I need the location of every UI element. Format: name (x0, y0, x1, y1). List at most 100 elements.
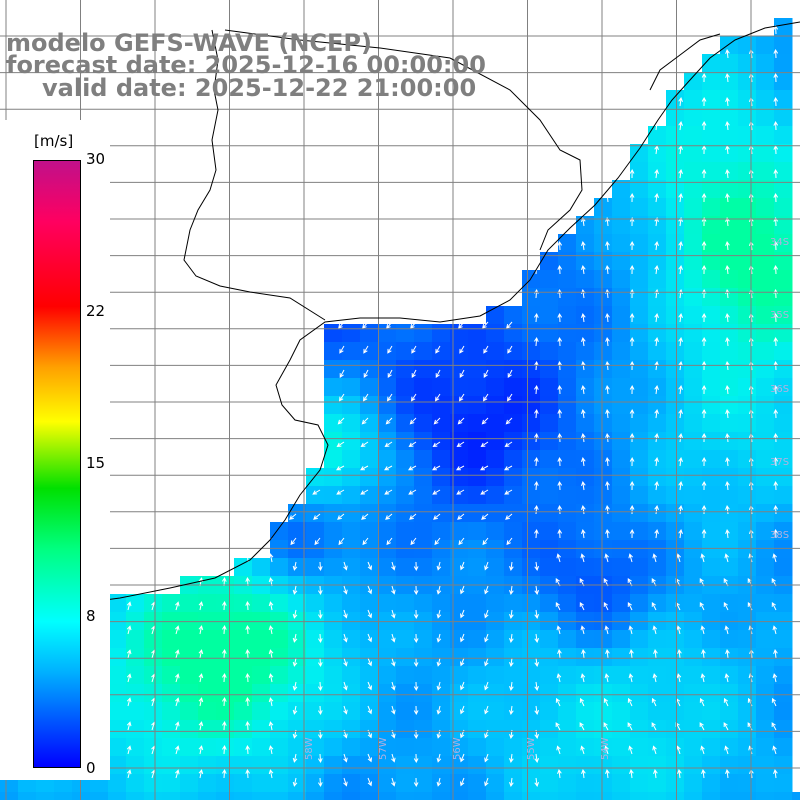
speed-cell (576, 306, 595, 325)
speed-cell (540, 666, 559, 685)
speed-cell (414, 360, 433, 379)
border-line (183, 29, 326, 321)
speed-cell (504, 522, 523, 541)
speed-cell (360, 432, 379, 451)
wind-arrow (629, 192, 635, 203)
wind-arrow (604, 553, 609, 563)
wind-arrow (268, 649, 274, 659)
speed-cell (396, 540, 415, 559)
speed-cell (702, 414, 721, 433)
speed-cell (666, 414, 685, 433)
speed-cell (504, 432, 523, 451)
speed-cell (612, 522, 631, 541)
speed-cell (270, 720, 289, 739)
speed-cell (648, 648, 667, 667)
speed-cell (414, 738, 433, 757)
speed-cell (432, 540, 451, 559)
speed-cell (414, 792, 433, 800)
wind-arrow (292, 633, 298, 643)
wind-arrow (676, 625, 682, 635)
speed-cell (648, 414, 667, 433)
speed-cell (594, 414, 613, 433)
wind-arrow (556, 625, 562, 635)
wind-arrow (413, 705, 419, 716)
speed-cell (342, 486, 361, 505)
speed-cell (558, 378, 577, 397)
speed-cell (666, 468, 685, 487)
speed-cell (684, 144, 703, 163)
speed-cell (720, 414, 739, 433)
wind-arrow (126, 721, 132, 731)
speed-cell (612, 324, 631, 343)
speed-cell (414, 648, 433, 667)
wind-arrow (557, 480, 563, 491)
speed-cell (774, 108, 793, 127)
speed-cell (378, 792, 397, 800)
speed-cell (684, 270, 703, 289)
speed-cell (720, 234, 739, 253)
wind-arrow (725, 505, 730, 515)
speed-cell (738, 72, 757, 91)
wind-arrow (651, 697, 657, 707)
speed-cell (630, 504, 649, 523)
speed-cell (738, 180, 757, 199)
wind-arrow (386, 321, 393, 329)
speed-cell (378, 342, 397, 361)
wind-arrow (387, 393, 393, 402)
speed-cell (306, 666, 325, 685)
speed-cell (684, 432, 703, 451)
wind-arrow (556, 745, 561, 755)
wind-arrow (221, 768, 227, 779)
wind-arrow (367, 657, 373, 667)
speed-cell (450, 738, 469, 757)
speed-cell (144, 702, 163, 721)
speed-cell (180, 756, 199, 775)
wind-arrow (312, 489, 321, 495)
wind-arrow (484, 609, 489, 619)
wind-arrow (339, 369, 345, 378)
speed-cell (756, 774, 775, 793)
speed-cell (612, 702, 631, 721)
speed-cell (774, 450, 793, 469)
speed-cell (144, 792, 163, 800)
speed-cell (684, 486, 703, 505)
speed-cell (666, 252, 685, 271)
wind-arrow (391, 681, 396, 691)
speed-cell (684, 522, 703, 541)
wind-arrow (773, 504, 779, 515)
speed-cell (666, 216, 685, 235)
wind-arrow (579, 722, 585, 731)
speed-cell (306, 594, 325, 613)
speed-cell (774, 198, 793, 217)
speed-cell (252, 774, 271, 793)
speed-cell (378, 720, 397, 739)
speed-cell (666, 144, 685, 163)
wind-arrow (505, 513, 513, 520)
speed-cell (360, 360, 379, 379)
wind-arrow (534, 504, 539, 515)
speed-cell (666, 432, 685, 451)
speed-cell (396, 342, 415, 361)
speed-cell (486, 666, 505, 685)
wind-arrow (605, 385, 610, 395)
wind-arrow (343, 561, 348, 571)
speed-cell (486, 558, 505, 577)
speed-cell (396, 648, 415, 667)
speed-cell (360, 540, 379, 559)
speed-cell (684, 216, 703, 235)
wind-arrow (556, 673, 562, 683)
wind-arrow (580, 505, 586, 515)
speed-cell (306, 522, 325, 541)
speed-cell (522, 396, 541, 415)
wind-arrow (482, 537, 489, 546)
speed-cell (504, 450, 523, 469)
wind-arrow (343, 657, 348, 667)
speed-cell (414, 684, 433, 703)
speed-cell (486, 468, 505, 487)
wind-arrow (580, 337, 586, 347)
wind-arrow (413, 609, 419, 620)
wind-arrow (701, 72, 707, 83)
wind-arrow (338, 537, 345, 546)
speed-cell (360, 774, 379, 793)
speed-cell (414, 486, 433, 505)
